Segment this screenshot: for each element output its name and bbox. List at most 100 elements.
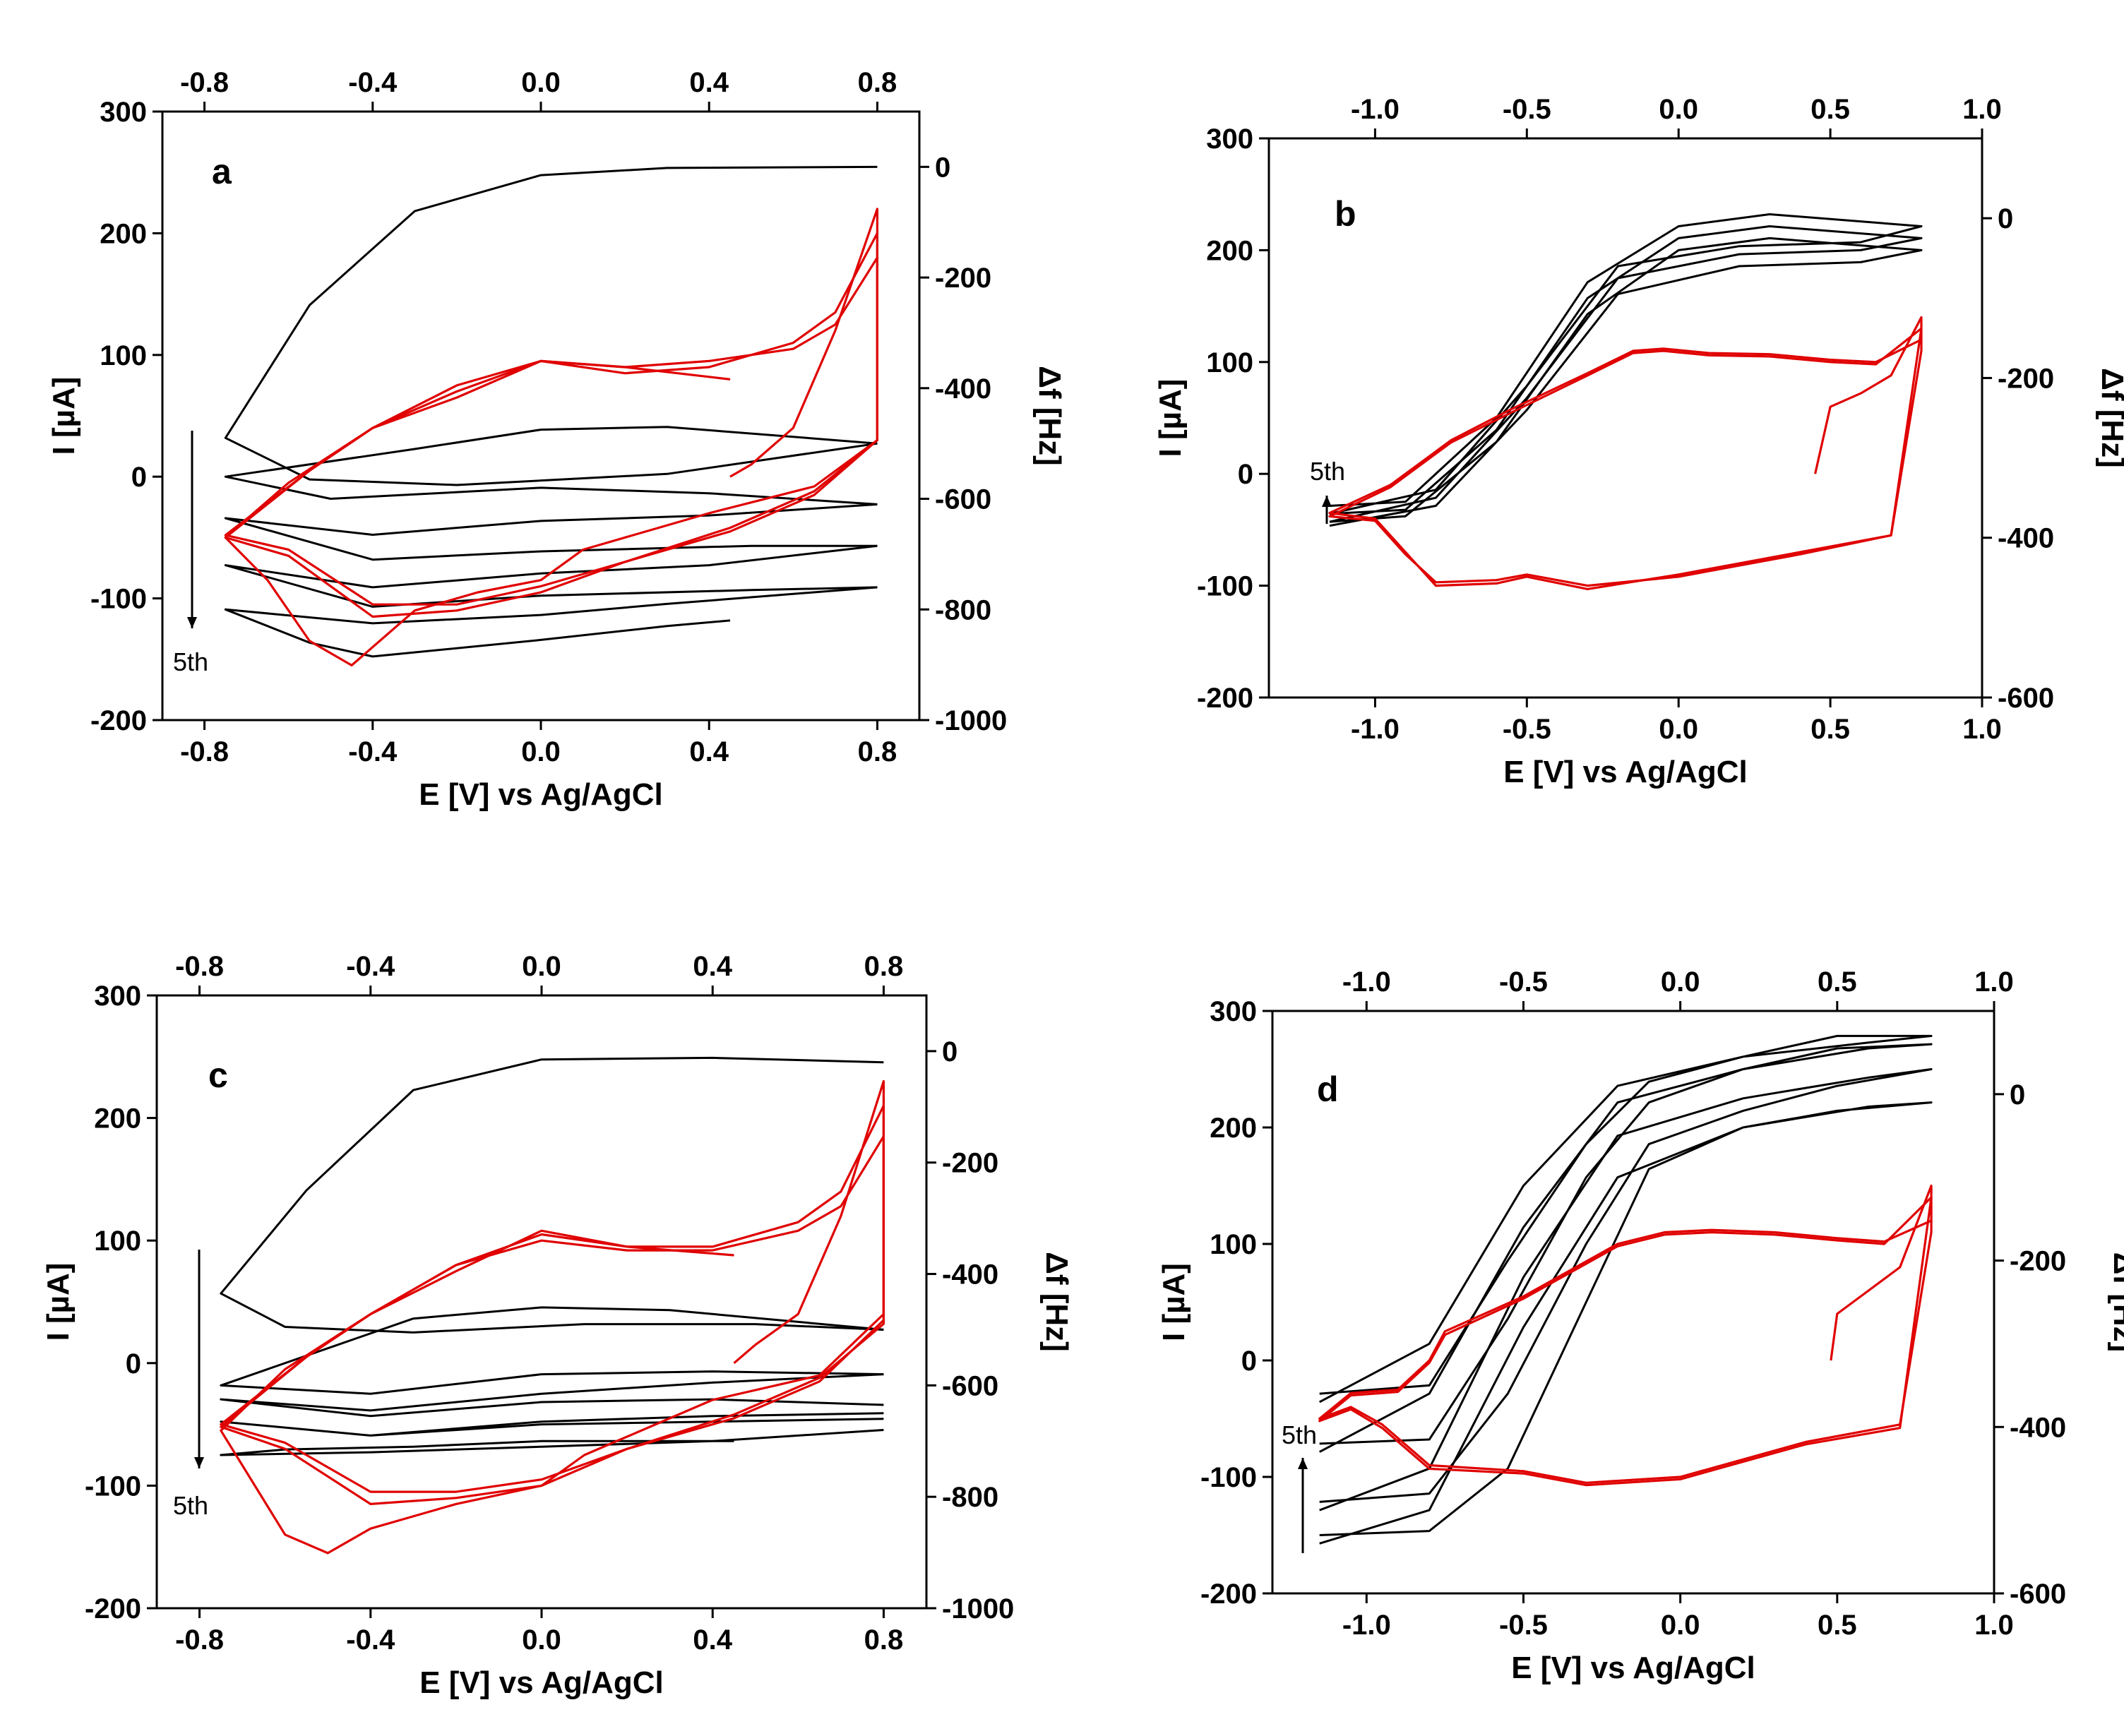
panel-d: -1.0 -0.5 0.0 0.5 1.0 -1.0 -0.5 0.0 0.5 1.0 -200 -1… [1157,966,2124,1685]
panel-label: a [212,152,232,191]
y2-tick-label: -600 [2010,1579,2066,1610]
y2-axis-title: Δf [Hz] [2095,368,2124,468]
x-tick-label: -0.8 [180,736,229,767]
current-cycle-line [224,208,878,666]
y2-tick-label: -400 [942,1259,998,1291]
y-tick-label: 200 [1210,1113,1257,1144]
x-tick-label: -0.5 [1499,1610,1548,1641]
top-x-tick-label: -1.0 [1351,94,1400,125]
current-cycle-line [220,1079,885,1555]
y2-tick-label: -800 [935,594,991,625]
y-tick-label: 200 [1206,235,1253,266]
frequency-cycle-line [1318,1034,1933,1403]
x-axis-title: E [V] vs Ag/AgCl [1511,1651,1755,1685]
y2-tick-label: -800 [942,1482,998,1513]
y-tick-label: 300 [1210,996,1257,1027]
y-tick-label: -100 [1197,571,1253,602]
x-tick-label: -0.4 [346,1624,395,1656]
x-tick-label: 0.5 [1810,714,1850,745]
x-tick-label: -0.8 [175,1624,224,1656]
x-tick-label: 0.0 [1661,1610,1700,1641]
y2-tick-label: -400 [1998,523,2054,554]
y2-tick-label: 0 [942,1036,957,1067]
cycle-arrowhead [1298,1458,1308,1469]
frequency-cycle-line [220,1056,884,1334]
top-x-tick-label: 0.0 [1659,94,1698,125]
top-x-tick-label: 0.5 [1810,94,1850,125]
top-x-tick-label: 0.5 [1818,966,1857,998]
y-tick-label: 100 [100,340,147,371]
x-tick-label: 1.0 [1962,714,2002,745]
y-tick-label: 100 [94,1226,141,1257]
y-tick-label: 300 [94,981,141,1012]
y-tick-label: 200 [94,1103,141,1135]
y2-tick-label: -600 [942,1370,998,1401]
x-axis-title: E [V] vs Ag/AgCl [419,777,663,812]
cycle-annotation: 5th [173,647,208,676]
top-x-tick-label: 0.8 [864,951,904,982]
y2-tick-label: 0 [2010,1079,2025,1111]
top-x-tick-label: 1.0 [1962,94,2002,125]
top-x-tick-label: 0.0 [522,951,561,982]
y-tick-label: 0 [1238,459,1253,490]
x-tick-label: -0.4 [348,736,398,767]
top-x-tick-label: -0.4 [348,67,398,98]
y-tick-label: -200 [85,1593,141,1624]
x-tick-label: 0.0 [1659,714,1698,745]
panel-label: b [1335,194,1356,234]
y-tick-label: 200 [100,218,147,249]
current-cycle-line [224,257,878,606]
top-x-tick-label: -0.8 [175,951,224,982]
panel-c: -0.8 -0.4 0.0 0.4 0.8 -0.8 -0.4 0.0 0.4 0.8 -200 -1… [41,951,1074,1700]
top-x-tick-label: 0.0 [521,67,561,98]
y2-tick-label: 0 [935,152,950,183]
y2-axis-title: Δf [Hz] [1032,366,1067,466]
frequency-cycle-line [220,1306,884,1395]
current-cycle-line [1328,328,1923,587]
y-tick-label: 300 [100,97,147,128]
y-tick-label: -200 [1200,1579,1257,1610]
frequency-cycle-line [224,586,878,658]
plot-frame [1267,137,1983,699]
y2-tick-label: -400 [935,373,991,405]
y2-axis-title: Δf [Hz] [1039,1252,1074,1352]
y-tick-label: 300 [1206,124,1253,155]
y-tick-label: 100 [1210,1229,1257,1260]
top-x-tick-label: 0.0 [1661,966,1700,998]
x-axis-title: E [V] vs Ag/AgCl [419,1665,664,1700]
frequency-cycle-line [1318,1043,1933,1453]
top-x-tick-label: 0.4 [693,951,732,982]
plot-frame [1271,1010,1995,1595]
top-x-tick-label: -0.5 [1499,966,1548,998]
y2-tick-label: -200 [942,1148,998,1179]
frequency-cycle-line [220,1412,884,1437]
y2-tick-label: -1000 [935,705,1007,736]
current-cycle-line [1318,1196,1933,1487]
y2-tick-label: -200 [2010,1246,2066,1277]
frequency-cycle-line [220,1429,884,1456]
x-tick-label: 0.4 [689,736,729,767]
frequency-cycle-line [220,1373,884,1418]
y-tick-label: -100 [1200,1462,1257,1493]
top-x-tick-label: 1.0 [1974,966,2014,998]
x-tick-label: 0.0 [522,1624,561,1656]
y-tick-label: 0 [131,462,147,493]
y-axis-title: I [µA] [1157,1263,1191,1341]
cycle-arrowhead [1322,496,1332,507]
cycle-arrowhead [187,617,197,628]
top-x-tick-label: 0.8 [858,67,897,98]
x-tick-label: -1.0 [1351,714,1400,745]
top-x-tick-label: -0.8 [180,67,229,98]
frequency-cycle-line [224,544,878,608]
x-tick-label: 1.0 [1974,1610,2014,1641]
x-tick-label: -1.0 [1342,1610,1391,1641]
panel-label: c [208,1055,228,1095]
panel-label: d [1317,1070,1339,1109]
x-tick-label: 0.8 [858,736,897,767]
cycle-annotation: 5th [1310,457,1345,486]
y-tick-label: -200 [90,705,147,736]
y-axis-title: I [µA] [41,1263,76,1341]
y2-tick-label: -600 [1998,683,2054,714]
x-tick-label: -0.5 [1503,714,1551,745]
frequency-cycle-line [1319,1101,1933,1545]
